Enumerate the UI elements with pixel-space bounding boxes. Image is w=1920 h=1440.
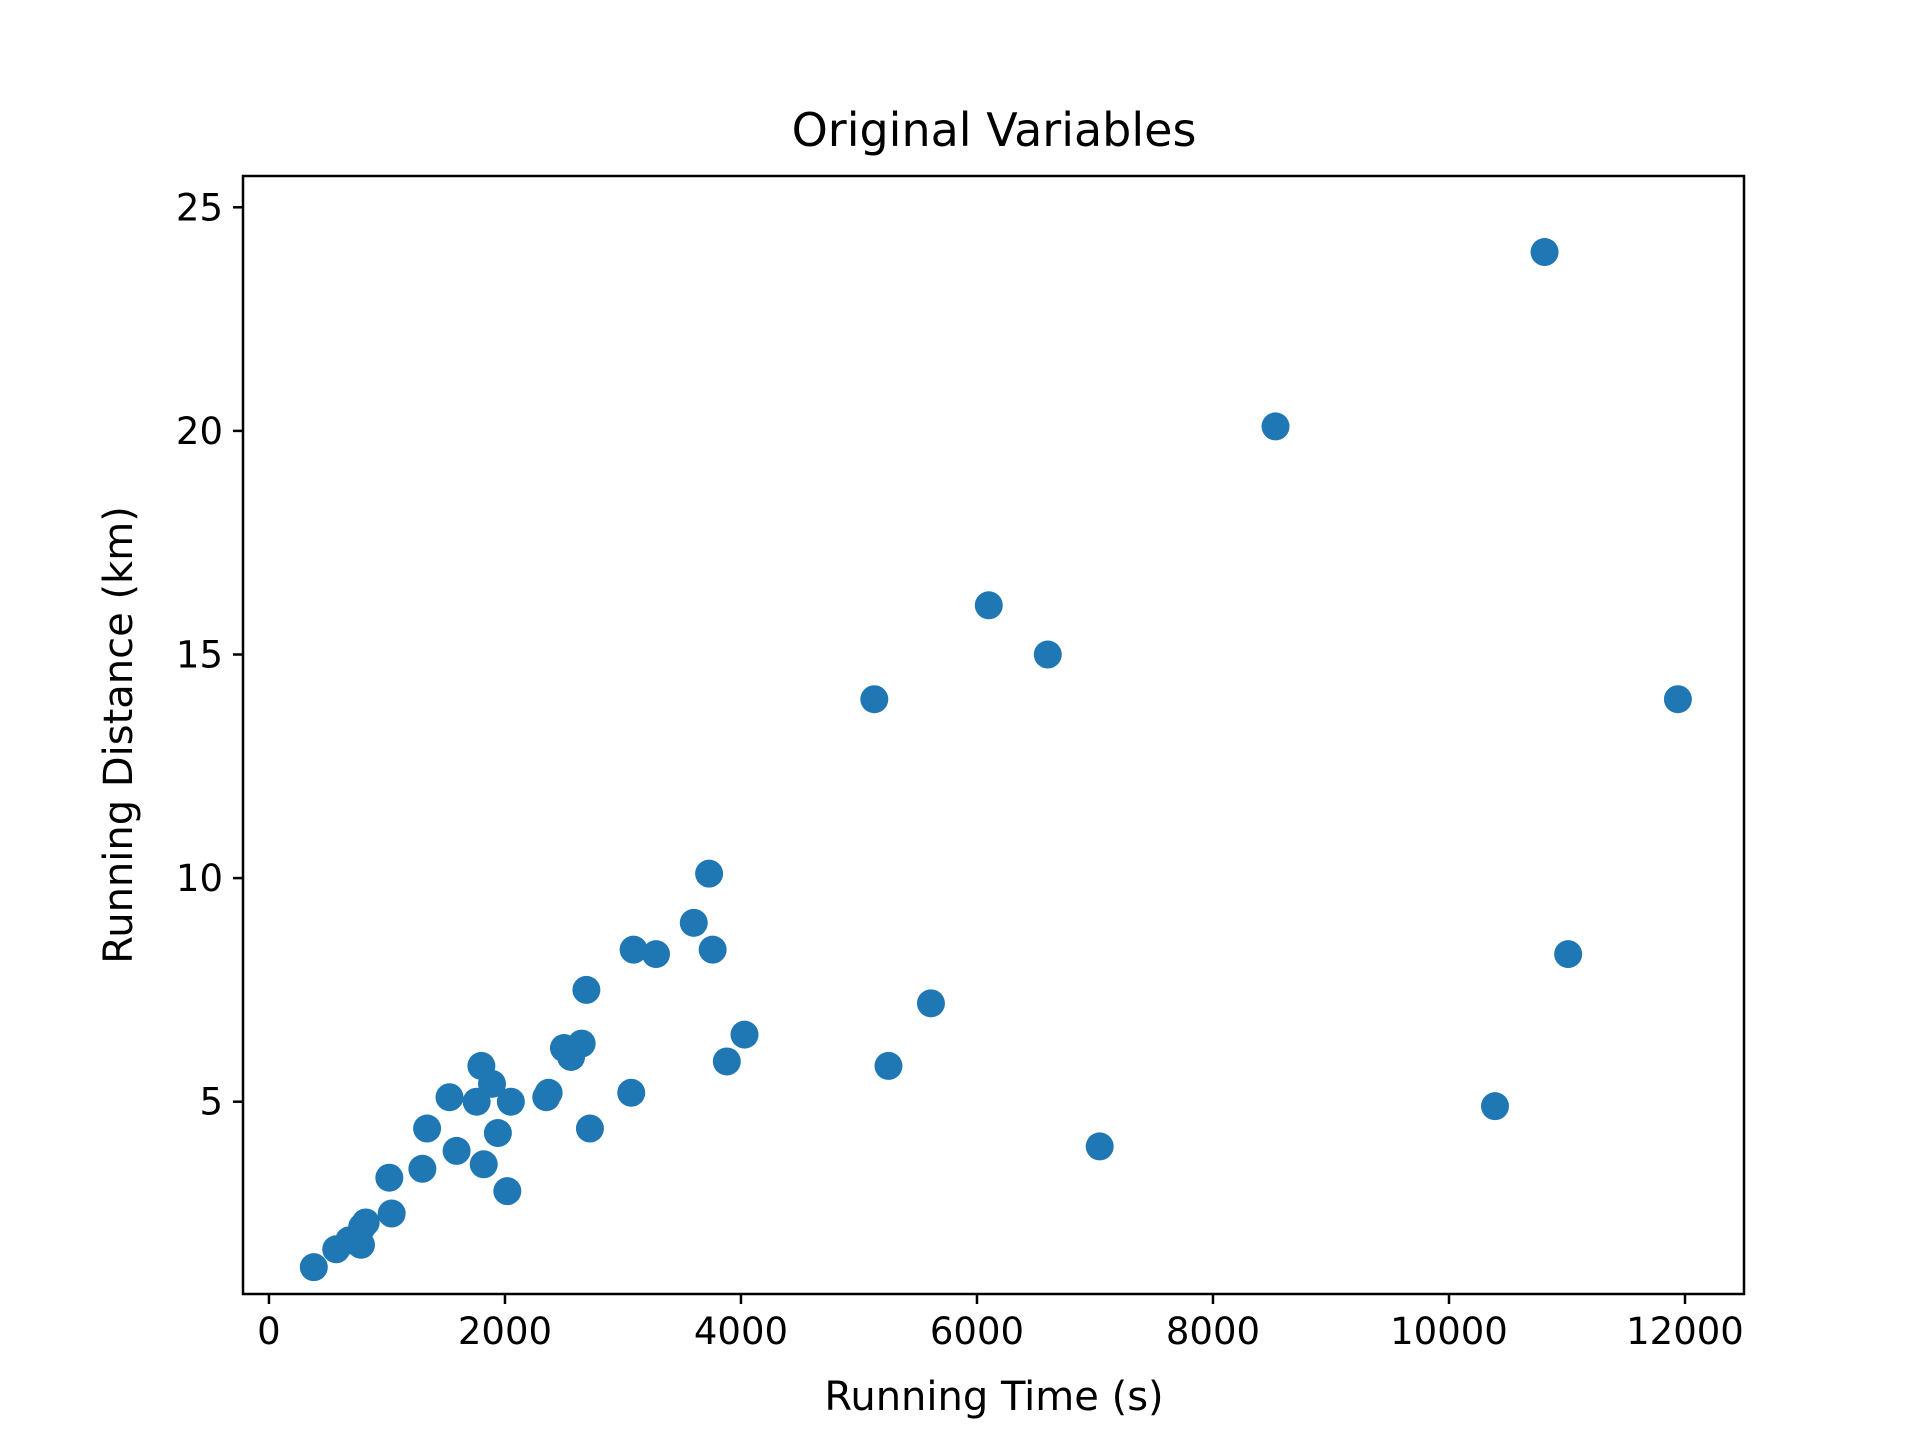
data-point <box>1554 940 1583 969</box>
data-point <box>1085 1132 1114 1161</box>
y-tick-label: 15 <box>176 634 223 677</box>
data-point <box>916 989 945 1018</box>
data-point <box>1530 238 1559 267</box>
data-point <box>619 935 648 964</box>
y-tick-label: 10 <box>176 857 223 900</box>
data-point <box>1261 412 1290 441</box>
data-point <box>496 1087 525 1116</box>
x-tick-label: 0 <box>257 1310 281 1353</box>
data-point <box>435 1083 464 1112</box>
y-tick-label: 20 <box>176 410 223 453</box>
data-point <box>572 975 601 1004</box>
data-point <box>413 1114 442 1143</box>
x-axis-label: Running Time (s) <box>824 1374 1163 1420</box>
x-tick-label: 12000 <box>1626 1310 1744 1353</box>
data-point <box>477 1069 506 1098</box>
data-point <box>299 1253 328 1282</box>
data-point <box>874 1051 903 1080</box>
data-point <box>1033 640 1062 669</box>
data-point <box>483 1119 512 1148</box>
data-point <box>493 1177 522 1206</box>
y-axis-ticks: 5 10 15 20 25 <box>176 186 243 1124</box>
data-point <box>567 1029 596 1058</box>
data-point <box>679 908 708 937</box>
data-point <box>375 1163 404 1192</box>
data-point <box>351 1208 380 1237</box>
data-point <box>469 1150 498 1179</box>
data-point <box>1481 1092 1510 1121</box>
data-points <box>299 238 1692 1282</box>
x-tick-label: 8000 <box>1166 1310 1260 1353</box>
plot-frame <box>241 174 1746 1296</box>
data-point <box>974 591 1003 620</box>
data-point <box>442 1136 471 1165</box>
x-axis-ticks: 0 2000 4000 6000 8000 10000 12000 <box>257 1294 1744 1353</box>
data-point <box>712 1047 741 1076</box>
data-point <box>698 935 727 964</box>
x-tick-label: 4000 <box>694 1310 788 1353</box>
data-point <box>730 1020 759 1049</box>
data-point <box>617 1078 646 1107</box>
data-point <box>642 940 671 969</box>
data-point <box>534 1078 563 1107</box>
data-point <box>695 859 724 888</box>
chart-title: Original Variables <box>792 103 1197 157</box>
data-point <box>408 1154 437 1183</box>
x-tick-label: 6000 <box>930 1310 1024 1353</box>
data-point <box>377 1199 406 1228</box>
x-tick-label: 2000 <box>458 1310 552 1353</box>
y-axis-label: Running Distance (km) <box>96 506 142 964</box>
y-tick-label: 25 <box>176 186 223 229</box>
y-tick-label: 5 <box>199 1081 223 1124</box>
data-point <box>1663 685 1692 714</box>
x-tick-label: 10000 <box>1390 1310 1508 1353</box>
data-point <box>575 1114 604 1143</box>
data-point <box>860 685 889 714</box>
